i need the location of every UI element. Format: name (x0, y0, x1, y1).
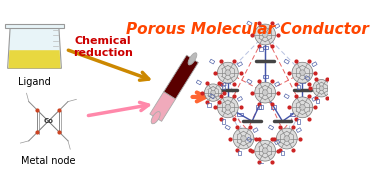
Circle shape (319, 86, 324, 91)
Bar (274, 24, 280, 28)
Circle shape (255, 24, 276, 45)
Bar (196, 80, 201, 85)
Bar (238, 151, 241, 155)
Circle shape (240, 136, 246, 141)
Ellipse shape (188, 53, 197, 65)
Bar (222, 85, 225, 89)
Circle shape (262, 90, 268, 95)
Bar (247, 79, 252, 84)
Bar (312, 62, 317, 67)
Circle shape (276, 128, 297, 149)
Bar (274, 82, 280, 87)
Polygon shape (164, 55, 198, 99)
Bar (209, 94, 215, 99)
Circle shape (233, 128, 254, 149)
Bar (237, 62, 243, 67)
Circle shape (299, 70, 305, 76)
Bar (208, 103, 211, 107)
Bar (284, 59, 289, 64)
Bar (300, 97, 305, 100)
Circle shape (262, 32, 268, 37)
Bar (329, 78, 335, 83)
Bar (312, 96, 317, 101)
Bar (247, 21, 252, 26)
Bar (253, 128, 258, 133)
Circle shape (225, 104, 231, 110)
Text: Porous Molecular Conductor: Porous Molecular Conductor (126, 22, 369, 36)
Bar (300, 80, 305, 83)
Bar (274, 140, 280, 145)
Bar (263, 75, 268, 78)
Bar (222, 119, 225, 124)
Polygon shape (8, 26, 61, 68)
Text: Metal node: Metal node (21, 156, 76, 166)
Circle shape (217, 97, 238, 118)
Circle shape (284, 136, 290, 141)
Bar (237, 113, 243, 116)
Text: Ligand: Ligand (18, 77, 51, 87)
Text: Chemical
reduction: Chemical reduction (73, 36, 133, 58)
Bar (316, 99, 319, 103)
Circle shape (299, 104, 305, 110)
Bar (281, 151, 284, 155)
Bar (271, 105, 276, 109)
Polygon shape (8, 50, 60, 68)
Bar (209, 59, 215, 64)
Bar (297, 119, 300, 124)
Bar (290, 113, 295, 116)
Circle shape (211, 90, 215, 95)
Bar (284, 94, 289, 99)
Bar (259, 163, 263, 167)
Bar (296, 128, 302, 133)
Bar (237, 96, 243, 101)
Bar (259, 47, 263, 51)
Circle shape (204, 84, 222, 101)
Bar (297, 85, 300, 89)
Circle shape (313, 80, 330, 97)
Bar (221, 83, 226, 87)
Bar (5, 24, 64, 28)
Circle shape (255, 82, 276, 103)
Ellipse shape (151, 112, 160, 124)
Bar (247, 137, 252, 142)
Bar (256, 105, 261, 109)
Circle shape (292, 97, 313, 118)
Circle shape (255, 140, 276, 161)
Circle shape (292, 62, 313, 83)
Bar (263, 46, 268, 49)
Bar (225, 97, 231, 100)
Bar (305, 76, 310, 81)
Text: Co: Co (43, 118, 53, 124)
Circle shape (217, 62, 238, 83)
Circle shape (225, 70, 231, 76)
Bar (259, 105, 263, 109)
Circle shape (262, 148, 268, 154)
Polygon shape (150, 92, 175, 121)
Bar (268, 125, 274, 130)
Bar (225, 80, 231, 83)
Bar (225, 125, 230, 130)
